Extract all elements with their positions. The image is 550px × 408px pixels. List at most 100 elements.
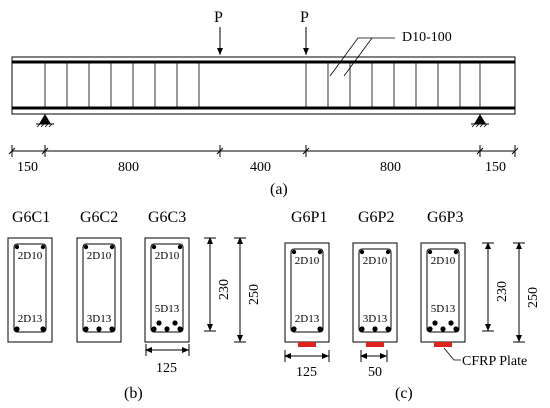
section-b-group: 2D10 2D13 2D10 3D13 2D10 5D13: [7, 237, 190, 343]
stirrup-leader-1: [329, 37, 395, 77]
rebar-bottom: [317, 326, 323, 332]
section-b-1: 2D10 2D13: [7, 237, 53, 343]
top-rebar-label: 2D10: [155, 250, 180, 262]
support-right: [471, 114, 489, 128]
section-c-2: 2D10 3D13: [352, 242, 398, 347]
title-g6c2: G6C2: [80, 209, 118, 226]
section-stirrup: [426, 248, 460, 333]
section-stirrup: [82, 243, 116, 333]
top-rebar-label: 2D10: [431, 255, 456, 267]
rebar-bottom: [40, 326, 46, 332]
bottom-rebar-label: 5D13: [431, 303, 456, 315]
rebar-top: [14, 244, 20, 250]
section-stirrup: [358, 248, 392, 333]
rebar-bottom: [177, 326, 183, 332]
bottom-rebar-label: 3D13: [363, 313, 388, 325]
rebar-top: [453, 249, 459, 255]
stirrup-label: D10-100: [402, 30, 452, 45]
rebar-bottom: [427, 326, 433, 332]
dim-250-c-label: 250: [526, 287, 541, 308]
cfrp-leader: [443, 347, 461, 361]
rebar-top: [427, 249, 433, 255]
caption-c: (c): [395, 385, 413, 402]
section-c-1: 2D10 2D13: [284, 242, 330, 347]
rebar-top: [291, 249, 297, 255]
rebar-top: [317, 249, 323, 255]
dim-230-c-label: 230: [495, 281, 510, 302]
beam-dimension-line: [8, 145, 519, 157]
bottom-rebar-label: 3D13: [87, 313, 112, 325]
dim-400: 400: [250, 160, 271, 175]
section-stirrup: [150, 243, 184, 333]
caption-a: (a): [270, 181, 288, 198]
beam-elevation: P P D10-100: [8, 9, 519, 198]
cfrp-plate-label: CFRP Plate: [462, 354, 527, 369]
section-outline: [7, 237, 53, 343]
dim-800-right: 800: [380, 160, 401, 175]
rebar-top: [359, 249, 365, 255]
section-b-3: 2D10 5D13: [144, 237, 190, 343]
rebar-bottom: [359, 326, 365, 332]
rebar-bottom: [109, 326, 115, 332]
rebar-top: [40, 244, 46, 250]
rebar-bottom: [14, 326, 20, 332]
rebar-bottom: [156, 320, 162, 326]
sections-b: G6C1 G6C2 G6C3 2D102D132D103D132D105D13 …: [7, 209, 262, 402]
beam-outline: [11, 56, 516, 115]
dim-800-left: 800: [118, 160, 139, 175]
title-g6c3: G6C3: [148, 209, 186, 226]
top-rebar-label: 2D10: [18, 250, 43, 262]
caption-b: (b): [124, 385, 143, 402]
rebar-top: [151, 244, 157, 250]
dim-50-c-label: 50: [368, 365, 382, 380]
support-left: [36, 114, 54, 128]
bottom-rebar-label: 2D13: [18, 313, 43, 325]
dim-125-c-label: 125: [296, 365, 317, 380]
section-stirrup: [13, 243, 47, 333]
rebar-bottom: [151, 326, 157, 332]
section-c-group: 2D10 2D13 2D10 3D13 2D10 5D13: [284, 242, 466, 347]
title-g6p2: G6P2: [358, 209, 394, 226]
stirrup-leader-2: [343, 37, 373, 77]
load-label-2: P: [300, 9, 309, 26]
section-outline: [76, 237, 122, 343]
section-outline: [144, 237, 190, 343]
dim-150-left: 150: [17, 160, 38, 175]
rebar-bottom: [96, 326, 102, 332]
cfrp-plate: [434, 342, 452, 347]
rebar-bottom: [440, 326, 446, 332]
rebar-top: [385, 249, 391, 255]
cfrp-plate: [298, 342, 316, 347]
section-outline: [352, 242, 398, 343]
rebar-bottom: [83, 326, 89, 332]
rebar-bottom: [453, 326, 459, 332]
rebar-bottom: [172, 320, 178, 326]
dim-250-b-label: 250: [247, 284, 262, 305]
rebar-top: [83, 244, 89, 250]
rebar-bottom: [448, 320, 454, 326]
rebar-top: [109, 244, 115, 250]
load-label-1: P: [214, 9, 223, 26]
section-outline: [284, 242, 330, 343]
title-g6p3: G6P3: [427, 209, 463, 226]
top-rebar-label: 2D10: [87, 250, 112, 262]
section-c-3: 2D10 5D13: [420, 242, 466, 347]
bottom-rebar-label: 2D13: [295, 313, 320, 325]
title-g6c1: G6C1: [12, 209, 50, 226]
top-rebar-label: 2D10: [295, 255, 320, 267]
rebar-bottom: [385, 326, 391, 332]
sections-c: G6P1 G6P2 G6P3 2D102D132D103D132D105D13 …: [284, 209, 541, 402]
title-g6p1: G6P1: [291, 209, 327, 226]
cfrp-plate: [366, 342, 384, 347]
dim-150-right: 150: [485, 160, 506, 175]
rebar-bottom: [432, 320, 438, 326]
top-rebar-label: 2D10: [363, 255, 388, 267]
section-b-2: 2D10 3D13: [76, 237, 122, 343]
bottom-rebar-label: 5D13: [155, 303, 180, 315]
beam-stirrups: [44, 62, 481, 108]
rebar-bottom: [291, 326, 297, 332]
section-stirrup: [290, 248, 324, 333]
rebar-bottom: [372, 326, 378, 332]
dim-230-b-label: 230: [217, 279, 232, 300]
